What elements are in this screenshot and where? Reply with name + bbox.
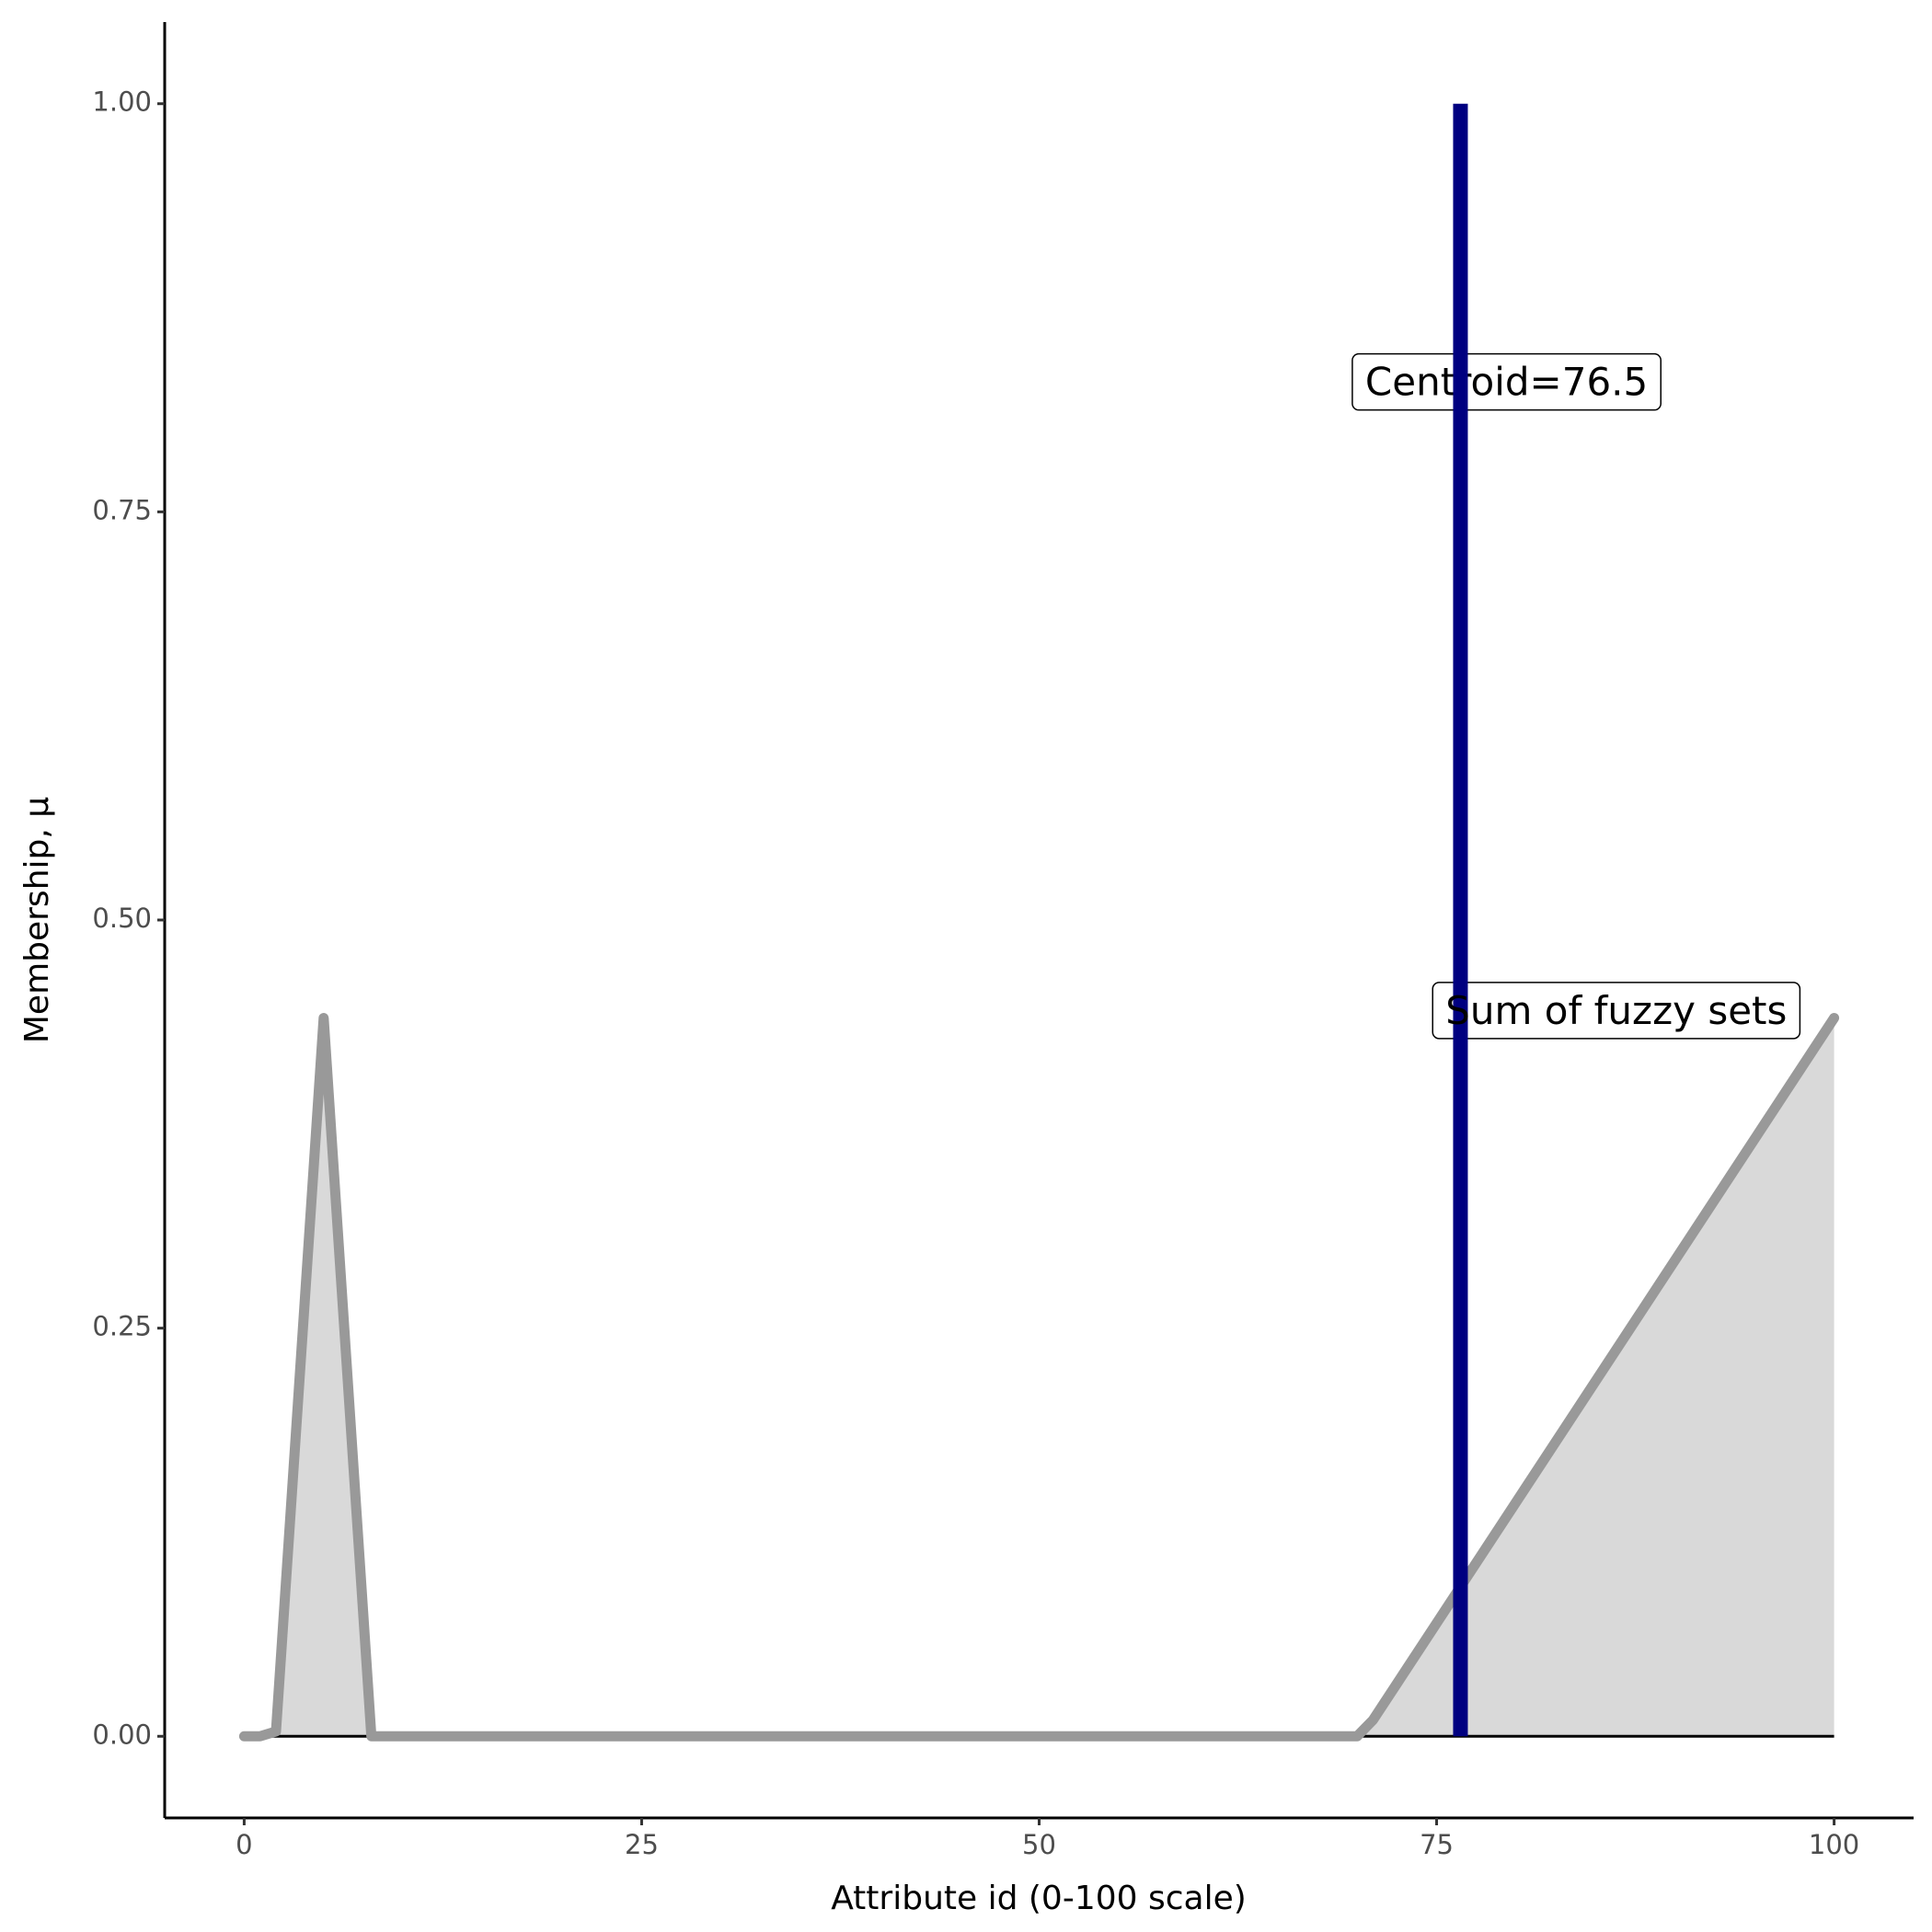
x-axis-title: Attribute id (0-100 scale)	[831, 1880, 1247, 1917]
y-tick-label: 0.25	[92, 1311, 152, 1342]
y-tick-label: 1.00	[92, 86, 152, 118]
y-tick-label: 0.75	[92, 494, 152, 525]
area	[244, 1018, 1834, 1737]
x-tick-label: 25	[625, 1829, 659, 1860]
y-axis-title: Membership, μ	[18, 797, 56, 1043]
annotation-box	[1432, 982, 1801, 1040]
line	[238, 1012, 1840, 1742]
y-tick-label: 0.50	[92, 903, 152, 934]
x-tick-label: 100	[1809, 1829, 1859, 1860]
x-tick-label: 0	[236, 1829, 252, 1860]
x-tick-label: 75	[1420, 1829, 1454, 1860]
annotation-box	[1351, 352, 1662, 411]
y-tick-label: 0.00	[92, 1719, 152, 1750]
annotation: Sum of fuzzy sets	[1445, 988, 1787, 1033]
annotation: Centroid=76.5	[1365, 360, 1648, 405]
x-tick-label: 50	[1022, 1829, 1056, 1860]
